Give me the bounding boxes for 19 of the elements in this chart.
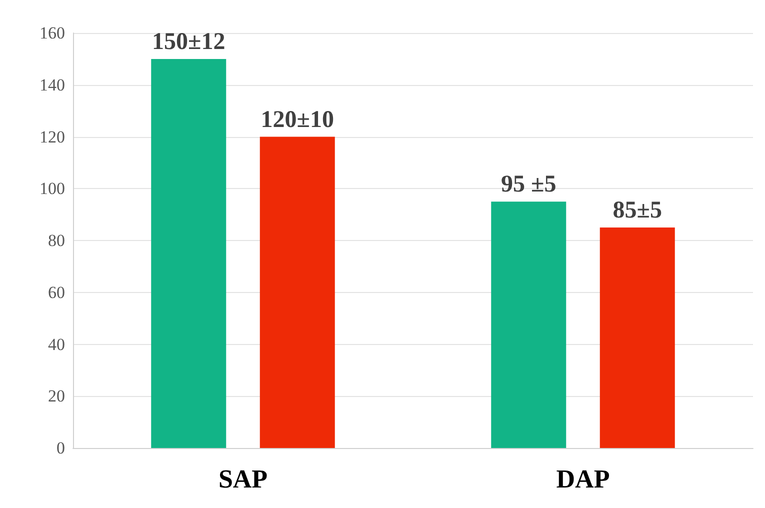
y-tick-label: 0 [56,438,65,458]
x-tick-label: DAP [556,464,610,494]
y-tick-label: 120 [40,127,65,146]
bar [151,58,226,448]
y-tick-label: 40 [48,334,65,354]
data-label: 95 ±5 [501,172,556,198]
y-tick-label: 100 [40,179,65,198]
y-tick-label: 140 [40,75,65,94]
bar [600,228,675,448]
y-tick-label: 20 [48,386,65,406]
y-tick-label: 60 [48,282,65,302]
x-tick-label: SAP [218,464,268,494]
bar [260,136,335,448]
bar [491,202,566,448]
data-label: 120±10 [260,106,334,133]
y-tick-label: 160 [40,24,65,42]
y-tick-label: 80 [48,231,65,250]
data-label: 85±5 [612,198,662,224]
data-label: 150±12 [152,28,226,55]
